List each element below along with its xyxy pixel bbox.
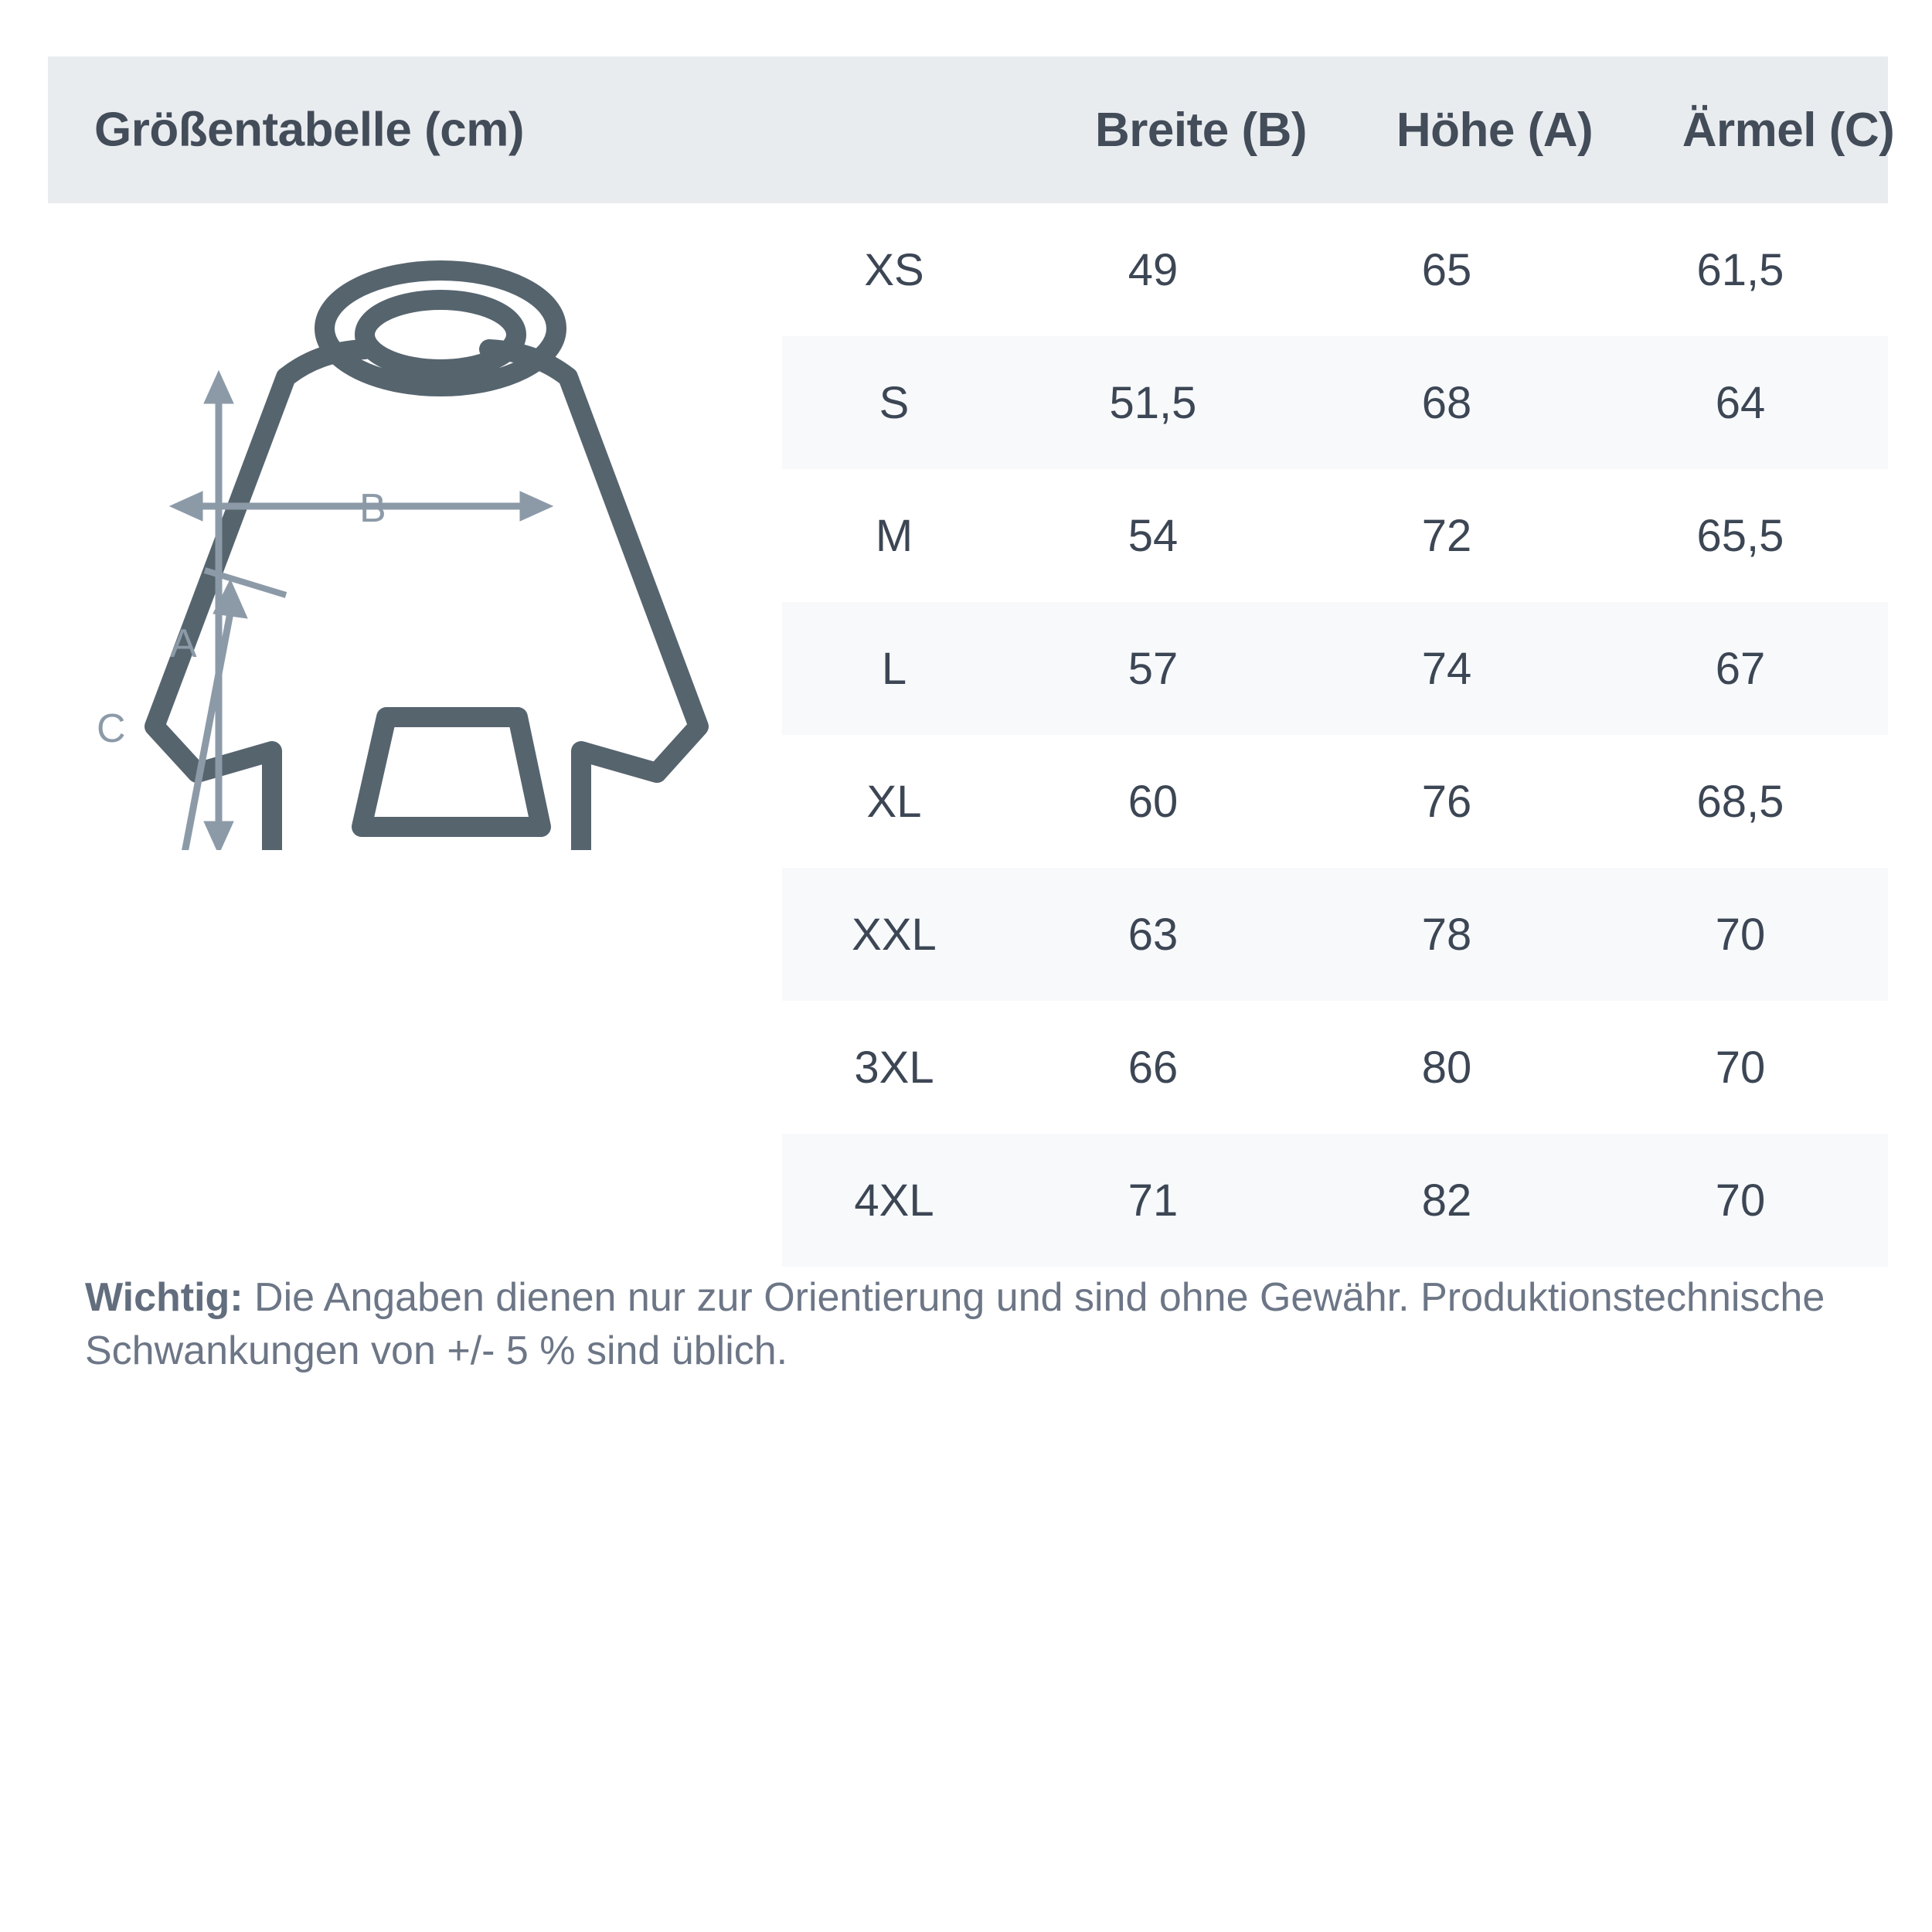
cell-aermel: 68,5 [1696, 776, 1784, 827]
column-header-aermel: Ärmel (C) [1682, 103, 1895, 157]
height-arrow-head-top [203, 369, 234, 404]
cell-aermel: 70 [1715, 1175, 1766, 1226]
cell-aermel: 70 [1715, 909, 1766, 960]
cell-size: M [875, 510, 913, 561]
column-header-breite: Breite (B) [1094, 103, 1308, 157]
table-row: 4XL 71 82 70 [782, 1134, 1888, 1267]
footnote-label: Wichtig: [85, 1275, 243, 1320]
cell-size: XXL [852, 909, 937, 960]
cell-hoehe: 72 [1421, 510, 1472, 561]
column-headers: Breite (B) Höhe (A) Ärmel (C) [830, 56, 1932, 203]
cell-aermel: 67 [1715, 643, 1766, 694]
height-dimension-label: A [170, 621, 197, 666]
sleeve-dimension-label: C [97, 706, 126, 751]
width-arrow-head-left [168, 491, 203, 522]
cell-size: 3XL [854, 1042, 934, 1093]
width-dimension-label: B [359, 486, 386, 531]
cell-breite: 71 [1128, 1175, 1179, 1226]
cell-size: 4XL [854, 1175, 934, 1226]
table-row: XS 49 65 61,5 [782, 203, 1888, 336]
cell-size: S [879, 377, 910, 428]
column-header-hoehe: Höhe (A) [1396, 103, 1594, 157]
cell-hoehe: 68 [1421, 377, 1472, 428]
table-row: M 54 72 65,5 [782, 469, 1888, 602]
table-row: XL 60 76 68,5 [782, 735, 1888, 868]
cell-breite: 66 [1128, 1042, 1179, 1093]
dimension-annotations [168, 369, 554, 850]
page-title: Größentabelle (cm) [94, 103, 525, 157]
cell-aermel: 70 [1715, 1042, 1766, 1093]
cell-hoehe: 82 [1421, 1175, 1472, 1226]
cell-hoehe: 78 [1421, 909, 1472, 960]
table-row: 3XL 66 80 70 [782, 1001, 1888, 1134]
cell-breite: 54 [1128, 510, 1179, 561]
cell-breite: 57 [1128, 643, 1179, 694]
header-band: Größentabelle (cm) Breite (B) Höhe (A) Ä… [48, 56, 1895, 203]
cell-hoehe: 74 [1421, 643, 1472, 694]
cell-size: XL [866, 776, 922, 827]
cell-breite: 49 [1128, 244, 1179, 295]
footnote: Wichtig: Die Angaben dienen nur zur Orie… [85, 1271, 1862, 1377]
width-arrow-head-right [519, 491, 554, 522]
hoodie-diagram: C B A [62, 232, 757, 850]
cell-hoehe: 65 [1421, 244, 1472, 295]
table-row: S 51,5 68 64 [782, 336, 1888, 469]
cell-aermel: 64 [1715, 377, 1766, 428]
cell-aermel: 65,5 [1696, 510, 1784, 561]
cell-hoehe: 80 [1421, 1042, 1472, 1093]
cell-size: XS [864, 244, 924, 295]
height-arrow-head-bottom [203, 821, 234, 850]
cell-size: L [881, 643, 907, 694]
hoodie-outline-icon [145, 260, 709, 850]
cell-breite: 63 [1128, 909, 1179, 960]
cell-aermel: 61,5 [1696, 244, 1784, 295]
cell-breite: 60 [1128, 776, 1179, 827]
footnote-text: Die Angaben dienen nur zur Orientierung … [85, 1275, 1825, 1373]
table-row: XXL 63 78 70 [782, 868, 1888, 1001]
cell-breite: 51,5 [1109, 377, 1197, 428]
size-table: XS 49 65 61,5 S 51,5 68 64 M 54 72 65,5 … [782, 203, 1888, 1267]
cell-hoehe: 76 [1421, 776, 1472, 827]
table-row: L 57 74 67 [782, 602, 1888, 735]
